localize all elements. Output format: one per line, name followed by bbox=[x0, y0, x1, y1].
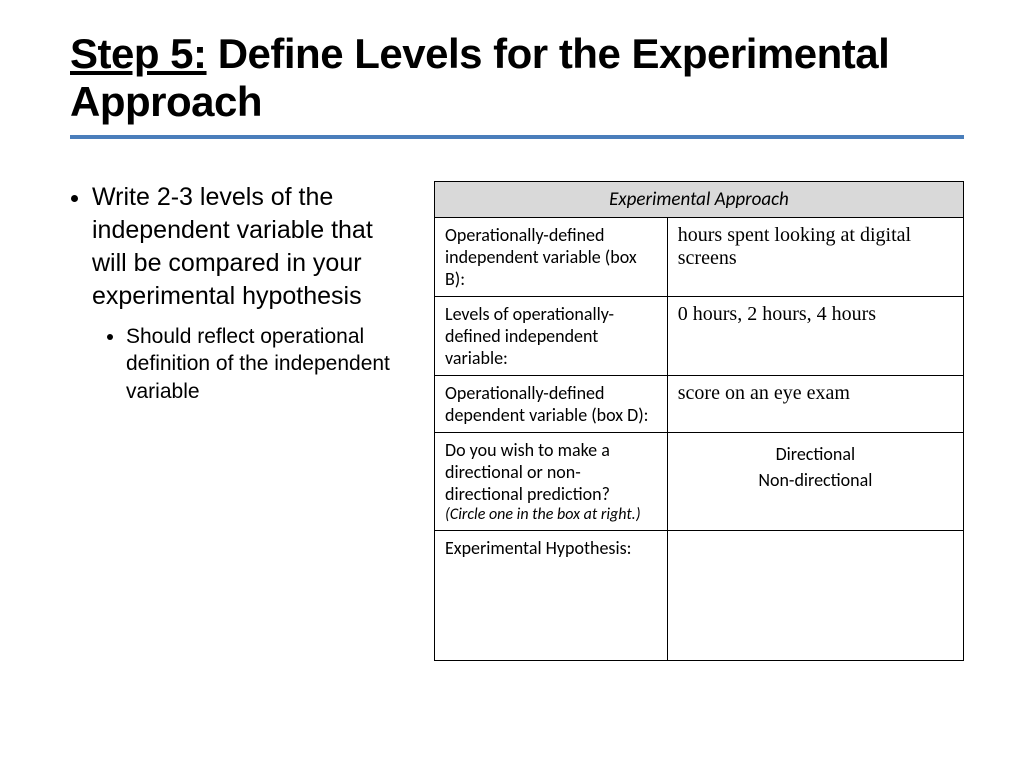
choice-directional: Directional bbox=[678, 443, 953, 465]
table-row: Operationally-defined independent variab… bbox=[435, 217, 964, 296]
experimental-approach-table: Experimental Approach Operationally-defi… bbox=[434, 181, 964, 661]
row-label: Experimental Hypothesis: bbox=[435, 530, 668, 660]
table-header-row: Experimental Approach bbox=[435, 181, 964, 217]
bullet-sub-item: Should reflect operational definition of… bbox=[126, 323, 410, 406]
table-header: Experimental Approach bbox=[435, 181, 964, 217]
table-row: Experimental Hypothesis: bbox=[435, 530, 964, 660]
content-area: Write 2-3 levels of the independent vari… bbox=[70, 181, 964, 661]
row-label-text: Do you wish to make a directional or non… bbox=[445, 439, 610, 505]
table-column: Experimental Approach Operationally-defi… bbox=[434, 181, 964, 661]
step-label: Step 5: bbox=[70, 30, 207, 77]
row-label: Operationally-defined dependent variable… bbox=[435, 375, 668, 432]
slide: Step 5: Define Levels for the Experiment… bbox=[0, 0, 1024, 768]
table-row: Do you wish to make a directional or non… bbox=[435, 432, 964, 530]
bullet-list-main: Write 2-3 levels of the independent vari… bbox=[70, 181, 410, 406]
table-row: Operationally-defined dependent variable… bbox=[435, 375, 964, 432]
table-row: Levels of operationally-defined independ… bbox=[435, 296, 964, 375]
slide-title: Step 5: Define Levels for the Experiment… bbox=[70, 30, 964, 139]
row-choices: Directional Non-directional bbox=[667, 432, 963, 530]
bullet-column: Write 2-3 levels of the independent vari… bbox=[70, 181, 410, 416]
choice-nondirectional: Non-directional bbox=[678, 469, 953, 491]
row-answer: hours spent looking at digital screens bbox=[667, 217, 963, 296]
row-answer: 0 hours, 2 hours, 4 hours bbox=[667, 296, 963, 375]
row-answer bbox=[667, 530, 963, 660]
bullet-list-sub: Should reflect operational definition of… bbox=[92, 323, 410, 406]
row-sublabel: (Circle one in the box at right.) bbox=[445, 505, 657, 524]
title-text: Step 5: Define Levels for the Experiment… bbox=[70, 30, 964, 127]
row-label: Levels of operationally-defined independ… bbox=[435, 296, 668, 375]
row-label: Operationally-defined independent variab… bbox=[435, 217, 668, 296]
bullet-main-item: Write 2-3 levels of the independent vari… bbox=[92, 181, 410, 406]
row-label: Do you wish to make a directional or non… bbox=[435, 432, 668, 530]
title-divider bbox=[70, 135, 964, 139]
bullet-main-text: Write 2-3 levels of the independent vari… bbox=[92, 183, 373, 310]
row-answer: score on an eye exam bbox=[667, 375, 963, 432]
